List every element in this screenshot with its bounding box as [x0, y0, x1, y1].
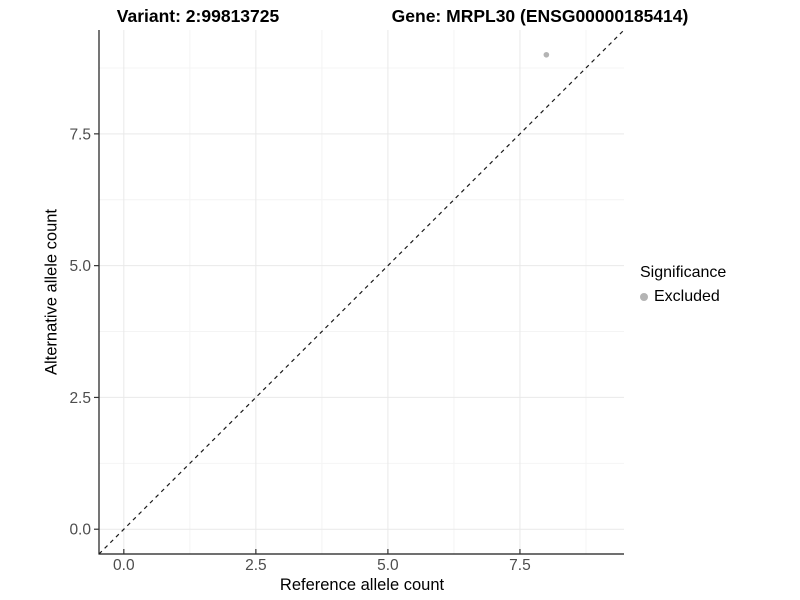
data-point	[543, 51, 550, 58]
x-tick-label: 5.0	[377, 557, 399, 574]
x-tick-label: 7.5	[509, 557, 531, 574]
x-axis-title: Reference allele count	[279, 576, 445, 594]
gene-title: Gene: MRPL30 (ENSG00000185414)	[391, 6, 689, 26]
identity-dashed-line	[98, 29, 625, 555]
y-tick-label: 5.0	[69, 258, 91, 275]
y-tick-label: 0.0	[69, 522, 91, 539]
x-tick-label: 2.5	[245, 557, 267, 574]
y-tick-label: 2.5	[69, 390, 91, 407]
y-axis-title: Alternative allele count	[42, 208, 61, 376]
legend: Significance Excluded	[640, 264, 726, 306]
legend-item-label: Excluded	[654, 288, 720, 305]
y-tick-label: 7.5	[69, 126, 91, 143]
legend-item-excluded: Excluded	[640, 288, 726, 306]
x-tick-label: 0.0	[113, 557, 135, 574]
legend-key-dot-icon	[640, 293, 648, 301]
legend-title: Significance	[640, 264, 727, 281]
variant-title: Variant: 2:99813725	[116, 6, 280, 26]
